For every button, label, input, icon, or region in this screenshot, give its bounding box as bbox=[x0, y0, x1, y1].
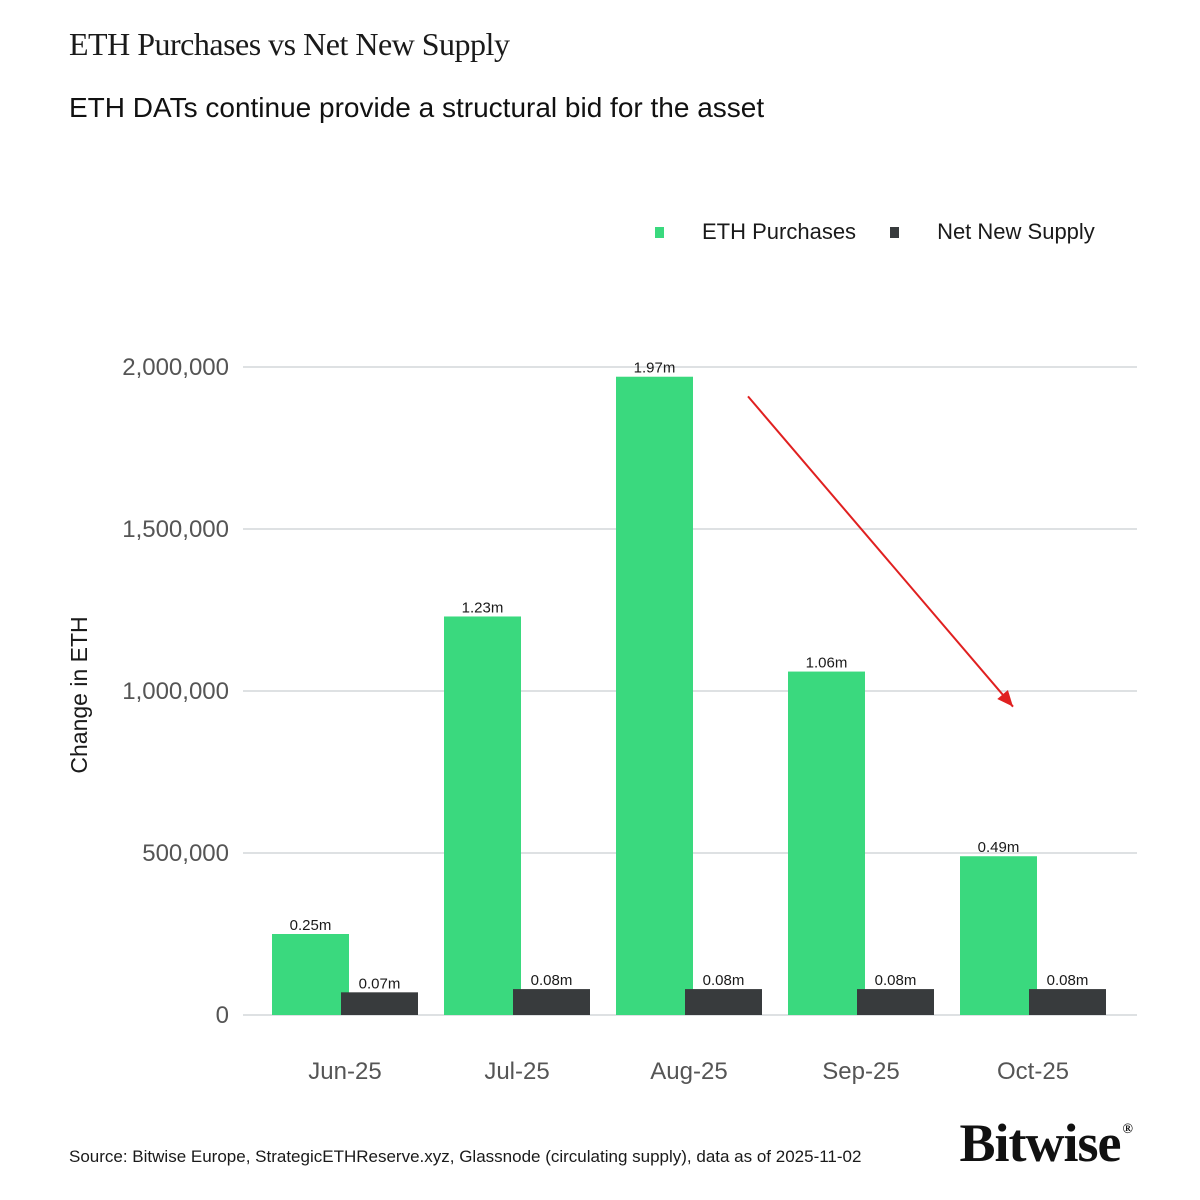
data-label: 0.08m bbox=[1047, 972, 1089, 989]
bar-eth-purchases bbox=[272, 934, 349, 1015]
legend-swatch-net-new-supply bbox=[890, 226, 900, 238]
legend-item-net-new-supply: Net New Supply bbox=[890, 219, 1095, 245]
y-tick-label: 1,500,000 bbox=[122, 516, 229, 543]
x-tick-label: Jul-25 bbox=[484, 1058, 549, 1085]
legend-label-eth-purchases: ETH Purchases bbox=[702, 219, 857, 244]
y-tick-label: 0 bbox=[216, 1002, 229, 1029]
bar-net-new-supply bbox=[513, 989, 590, 1015]
data-label: 0.07m bbox=[359, 975, 401, 992]
data-label: 0.08m bbox=[531, 972, 573, 989]
bar-net-new-supply bbox=[1029, 989, 1106, 1015]
data-label: 1.06m bbox=[806, 655, 848, 672]
registered-mark: ® bbox=[1122, 1122, 1134, 1137]
legend-item-eth-purchases: ETH Purchases bbox=[655, 219, 856, 245]
y-tick-label: 1,000,000 bbox=[122, 678, 229, 705]
bar-net-new-supply bbox=[857, 989, 934, 1015]
bar-eth-purchases bbox=[960, 856, 1037, 1015]
data-label: 0.49m bbox=[978, 839, 1020, 856]
data-label: 1.97m bbox=[634, 360, 676, 377]
bar-net-new-supply bbox=[341, 992, 418, 1015]
y-tick-label: 500,000 bbox=[142, 840, 229, 867]
bar-eth-purchases bbox=[788, 671, 865, 1015]
x-tick-label: Aug-25 bbox=[650, 1058, 727, 1085]
legend-label-net-new-supply: Net New Supply bbox=[937, 219, 1095, 244]
brand-name: Bitwise bbox=[959, 1113, 1122, 1173]
bar-net-new-supply bbox=[685, 989, 762, 1015]
y-tick-label: 2,000,000 bbox=[122, 354, 229, 381]
bar-eth-purchases bbox=[616, 376, 693, 1016]
source-note: Source: Bitwise Europe, StrategicETHRese… bbox=[69, 1147, 862, 1166]
data-label: 1.23m bbox=[462, 599, 504, 616]
trend-arrow-head bbox=[997, 689, 1013, 707]
x-tick-label: Jun-25 bbox=[308, 1058, 381, 1085]
chart-subtitle: ETH DATs continue provide a structural b… bbox=[69, 92, 765, 123]
data-label: 0.08m bbox=[703, 972, 745, 989]
chart-title: ETH Purchases vs Net New Supply bbox=[69, 26, 510, 62]
x-tick-label: Sep-25 bbox=[822, 1058, 899, 1085]
data-label: 0.08m bbox=[875, 972, 917, 989]
legend: ETH Purchases Net New Supply bbox=[655, 219, 1095, 245]
bar-eth-purchases bbox=[444, 616, 521, 1015]
bitwise-logo: Bitwise ® bbox=[959, 1112, 1134, 1174]
y-axis-label: Change in ETH bbox=[66, 616, 92, 773]
data-label: 0.25m bbox=[290, 917, 332, 934]
x-tick-label: Oct-25 bbox=[997, 1058, 1069, 1085]
legend-swatch-eth-purchases bbox=[655, 226, 664, 238]
trend-arrow-line bbox=[747, 395, 1014, 708]
